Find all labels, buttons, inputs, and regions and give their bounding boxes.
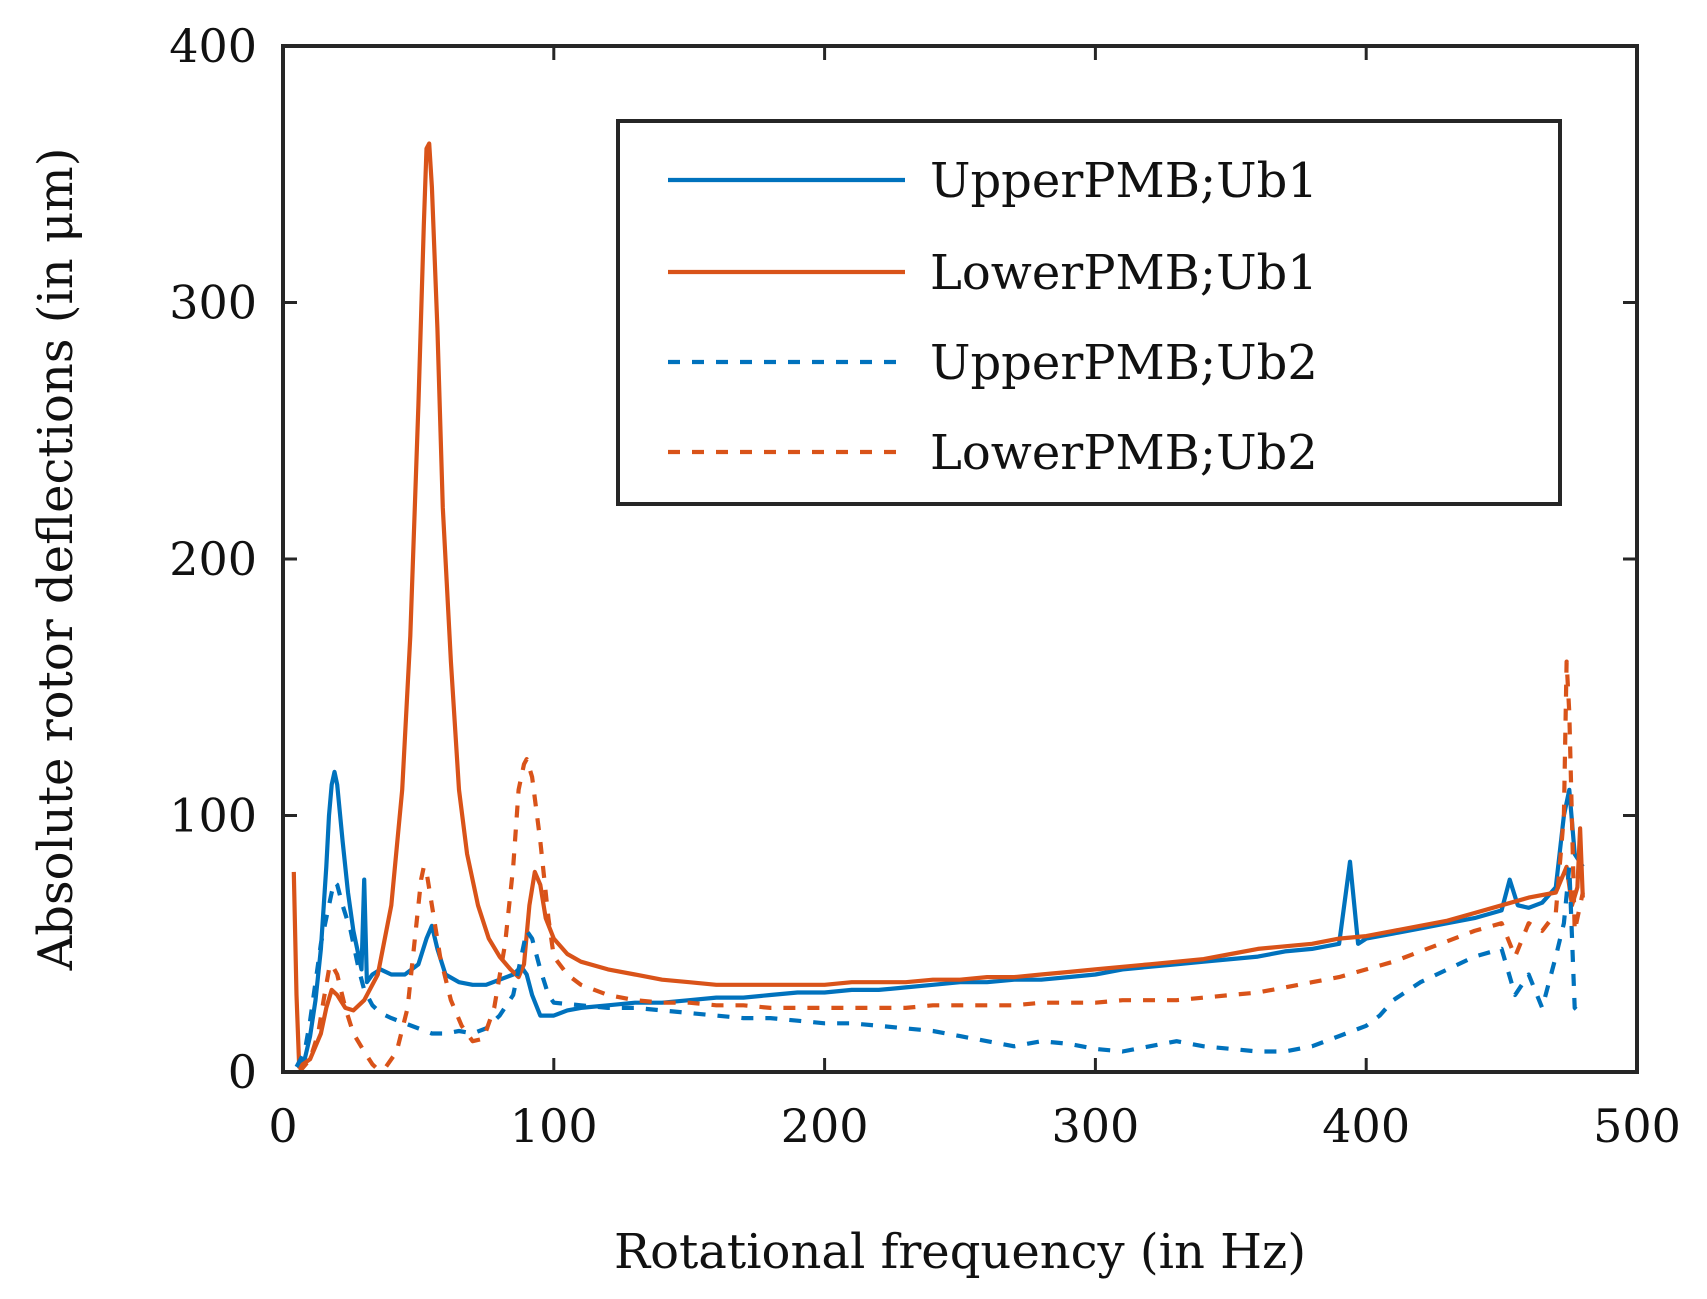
legend-label-lowerpmb-ub2: LowerPMB;Ub2 xyxy=(930,425,1318,481)
y-tick-label: 400 xyxy=(169,19,257,73)
y-tick-label: 100 xyxy=(169,789,257,843)
series-line-upperpmb-ub1 xyxy=(295,769,1585,1069)
series-layer xyxy=(291,141,1585,1072)
axes-layer: 0 100 200 300 400 500 0 100 200 300 400 Rotational … xyxy=(28,19,1681,1280)
y-axis-label: Absolute rotor deflections (in μm) xyxy=(28,148,84,972)
y-tick-label: 200 xyxy=(169,532,257,586)
legend-box xyxy=(616,119,1562,506)
x-axis-label: Rotational frequency (in Hz) xyxy=(614,1224,1306,1280)
x-tick-label: 300 xyxy=(1051,1099,1139,1153)
y-tick-label: 0 xyxy=(228,1045,257,1099)
x-tick-label: 0 xyxy=(268,1099,297,1153)
x-tick-label: 400 xyxy=(1322,1099,1410,1153)
x-tick-label: 200 xyxy=(781,1099,869,1153)
x-tick-label: 100 xyxy=(510,1099,598,1153)
legend-label-lowerpmb-ub1: LowerPMB;Ub1 xyxy=(930,245,1318,301)
series-line-lowerpmb-ub1 xyxy=(291,141,1585,1069)
legend-label-upperpmb-ub1: UpperPMB;Ub1 xyxy=(930,153,1318,209)
legend: UpperPMB;Ub1 LowerPMB;Ub1 UpperPMB;Ub2 Lowe… xyxy=(616,119,1562,506)
y-tick-label: 300 xyxy=(169,276,257,330)
x-tick-label: 500 xyxy=(1593,1099,1681,1153)
series-line-upperpmb-ub2 xyxy=(294,864,1585,1068)
series-line-lowerpmb-ub2 xyxy=(297,659,1585,1072)
legend-label-upperpmb-ub2: UpperPMB;Ub2 xyxy=(930,335,1318,391)
